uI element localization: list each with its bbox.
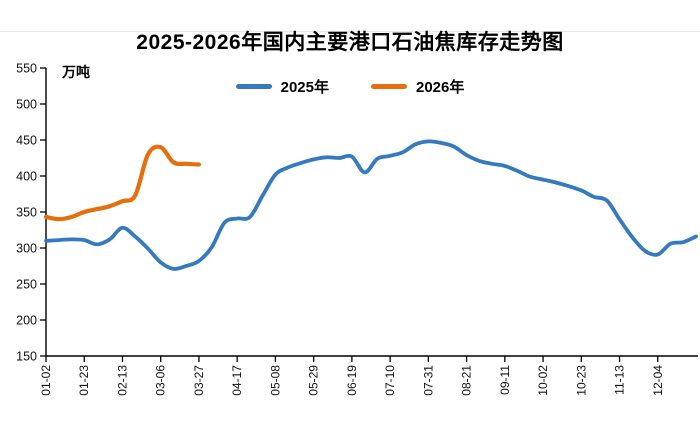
y-tick-label: 150 bbox=[16, 350, 37, 364]
y-tick-label: 450 bbox=[16, 134, 37, 148]
legend-label-2025: 2025年 bbox=[280, 79, 329, 96]
chart-title: 2025-2026年国内主要港口石油焦库存走势图 bbox=[136, 31, 564, 54]
y-tick-label: 300 bbox=[16, 242, 37, 256]
legend-swatch-2025 bbox=[235, 84, 272, 89]
x-tick-label: 12-04 bbox=[651, 365, 665, 396]
x-tick-label: 01-23 bbox=[77, 365, 91, 396]
x-tick-label: 02-13 bbox=[115, 365, 129, 396]
x-tick-label: 05-08 bbox=[268, 365, 282, 396]
x-tick-label: 07-31 bbox=[421, 365, 435, 396]
x-tick-label: 10-23 bbox=[574, 365, 588, 396]
series-line-2026年 bbox=[43, 144, 201, 222]
x-tick-label: 04-17 bbox=[230, 365, 244, 396]
y-tick-label: 350 bbox=[16, 206, 37, 220]
y-axis-unit-label: 万吨 bbox=[62, 64, 90, 80]
y-tick-label: 400 bbox=[16, 170, 37, 184]
x-tick-label: 03-06 bbox=[154, 365, 168, 396]
x-tick-label: 06-19 bbox=[345, 365, 359, 396]
x-tick-label: 05-29 bbox=[307, 365, 321, 396]
x-tick-label: 10-02 bbox=[536, 365, 550, 396]
y-tick-label: 550 bbox=[16, 62, 37, 76]
x-tick-label: 03-27 bbox=[192, 365, 206, 396]
top-divider bbox=[0, 31, 700, 32]
chart-legend: 2025年 2026年 bbox=[0, 76, 700, 97]
legend-swatch-2026 bbox=[371, 84, 407, 89]
legend-label-2026: 2026年 bbox=[416, 79, 465, 96]
x-tick-label: 11-13 bbox=[613, 365, 627, 395]
series-line-2025年 bbox=[44, 139, 698, 271]
y-tick-label: 500 bbox=[16, 98, 37, 112]
x-tick-label: 01-02 bbox=[39, 365, 53, 396]
y-tick-label: 200 bbox=[16, 314, 37, 328]
y-tick-label: 250 bbox=[16, 278, 37, 292]
legend-item-2026: 2026年 bbox=[371, 76, 464, 97]
x-tick-label: 09-11 bbox=[498, 365, 512, 395]
x-tick-label: 08-21 bbox=[460, 365, 474, 396]
legend-item-2025: 2025年 bbox=[235, 76, 329, 97]
x-tick-label: 07-10 bbox=[383, 365, 397, 396]
